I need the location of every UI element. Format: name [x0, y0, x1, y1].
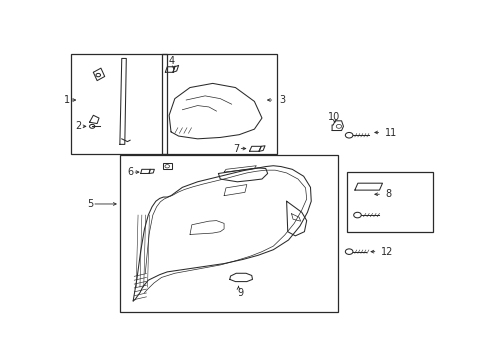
Bar: [163, 163, 172, 169]
Text: 12: 12: [381, 247, 393, 257]
Text: 8: 8: [385, 189, 390, 199]
Text: 10: 10: [327, 112, 340, 122]
Bar: [70, 54, 167, 154]
Bar: [346, 172, 432, 232]
Text: 2: 2: [75, 121, 81, 131]
Text: 6: 6: [127, 167, 133, 177]
Text: 1: 1: [64, 95, 70, 105]
Bar: [161, 54, 277, 154]
Text: 7: 7: [233, 144, 239, 153]
Text: 4: 4: [168, 56, 174, 66]
Bar: [120, 156, 337, 312]
Text: 11: 11: [385, 128, 397, 138]
Text: 5: 5: [87, 199, 93, 209]
Text: 3: 3: [279, 95, 285, 105]
Text: 9: 9: [237, 288, 243, 298]
